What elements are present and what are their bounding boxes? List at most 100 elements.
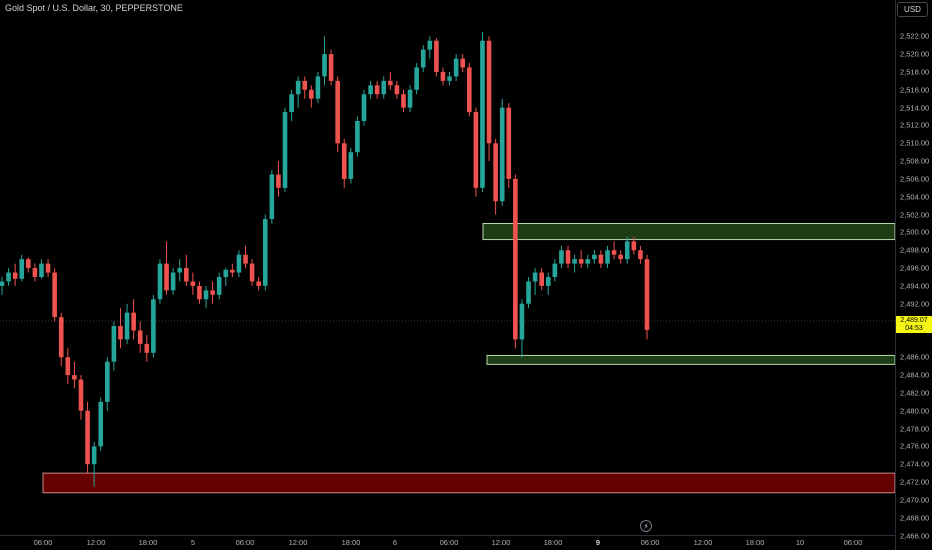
candle	[565, 245, 571, 269]
candle	[513, 174, 518, 349]
candle	[26, 257, 31, 273]
price-tick-label: 2,482.00	[900, 388, 930, 398]
candle-body	[309, 89, 314, 99]
candle	[12, 263, 18, 286]
candle	[164, 241, 169, 295]
candle	[414, 63, 419, 95]
time-tick-label: 12:00	[288, 538, 308, 547]
candle	[124, 303, 130, 344]
time-tick-label: 06:00	[33, 538, 53, 547]
candle	[585, 254, 591, 269]
candle-body	[407, 89, 413, 108]
candle-body	[545, 277, 551, 286]
price-tick-label: 2,496.00	[900, 263, 930, 273]
candle	[394, 80, 400, 99]
candle-body	[210, 290, 215, 295]
candle-body	[111, 326, 117, 362]
candle	[210, 281, 215, 304]
candle	[447, 71, 452, 86]
candle-body	[58, 317, 64, 358]
candle	[289, 89, 294, 121]
candle	[151, 294, 156, 358]
bar-countdown: 04:53	[905, 325, 923, 332]
time-tick-label: 5	[190, 538, 196, 547]
demand-zone[interactable]	[486, 354, 895, 365]
price-tick-label: 2,484.00	[900, 370, 930, 380]
candlestick-chart[interactable]	[0, 0, 895, 535]
price-tick-label: 2,468.00	[900, 513, 930, 523]
candle	[368, 80, 373, 99]
candle-body	[348, 152, 354, 179]
price-tick-label: 2,504.00	[900, 192, 930, 202]
candle	[230, 263, 235, 277]
candle	[578, 250, 584, 269]
candle-body	[124, 312, 130, 340]
candle-body	[262, 219, 268, 286]
candle-body	[605, 250, 610, 264]
candle-body	[216, 277, 222, 295]
candle-body	[335, 80, 340, 144]
candle-body	[289, 94, 294, 113]
candle	[32, 263, 38, 282]
chart-area[interactable]	[0, 0, 895, 535]
lower-zone[interactable]	[42, 472, 895, 494]
current-price-value: 2,489.07	[900, 317, 928, 324]
candle-body	[269, 174, 275, 220]
candle	[137, 321, 143, 353]
candle	[85, 401, 90, 474]
candle-body	[493, 143, 498, 202]
candle	[328, 49, 334, 86]
candle-body	[151, 299, 156, 353]
time-tick-label: 06:00	[439, 538, 459, 547]
candle	[302, 76, 308, 99]
symbol-title: Gold Spot / U.S. Dollar, 30, PEPPERSTONE	[5, 3, 183, 13]
candle-body	[513, 178, 518, 340]
candle	[309, 85, 314, 108]
candle-body	[460, 58, 466, 68]
candle-body	[559, 250, 564, 264]
candle-body	[157, 263, 163, 300]
candle	[631, 236, 637, 255]
price-axis[interactable]	[895, 0, 932, 550]
candle-body	[572, 259, 577, 264]
candle	[486, 36, 492, 162]
price-tick-label: 2,514.00	[900, 103, 930, 113]
candle-body	[282, 112, 288, 188]
price-tick-label: 2,472.00	[900, 477, 930, 487]
candle	[355, 116, 360, 157]
currency-button[interactable]: USD	[897, 2, 928, 17]
candle	[374, 80, 380, 99]
price-tick-label: 2,502.00	[900, 210, 930, 220]
candle	[131, 299, 136, 340]
price-tick-label: 2,470.00	[900, 495, 930, 505]
candle-body	[519, 303, 525, 340]
candle	[440, 67, 446, 86]
candle-body	[374, 85, 380, 95]
lightning-icon[interactable]: ⚡	[640, 520, 652, 532]
candle-body	[65, 357, 71, 376]
candle	[0, 277, 5, 295]
candle	[434, 38, 439, 77]
candle	[256, 277, 261, 291]
candle	[203, 285, 209, 309]
time-tick-label: 12:00	[693, 538, 713, 547]
candle-body	[243, 254, 248, 264]
candle-body	[401, 94, 406, 108]
time-tick-label: 12:00	[86, 538, 106, 547]
candle-body	[52, 272, 57, 318]
supply-zone[interactable]	[482, 223, 895, 241]
candle-body	[249, 263, 255, 282]
candle-body	[440, 71, 446, 81]
candle-body	[388, 80, 393, 86]
candle-body	[539, 272, 544, 286]
candle	[243, 245, 248, 269]
candle	[118, 308, 123, 349]
time-axis[interactable]	[0, 535, 895, 550]
candle-body	[39, 263, 44, 277]
candle-body	[190, 281, 196, 286]
price-tick-label: 2,498.00	[900, 245, 930, 255]
candle-body	[26, 259, 31, 269]
candle	[526, 277, 531, 309]
candle	[276, 161, 281, 197]
candle-body	[598, 254, 604, 264]
